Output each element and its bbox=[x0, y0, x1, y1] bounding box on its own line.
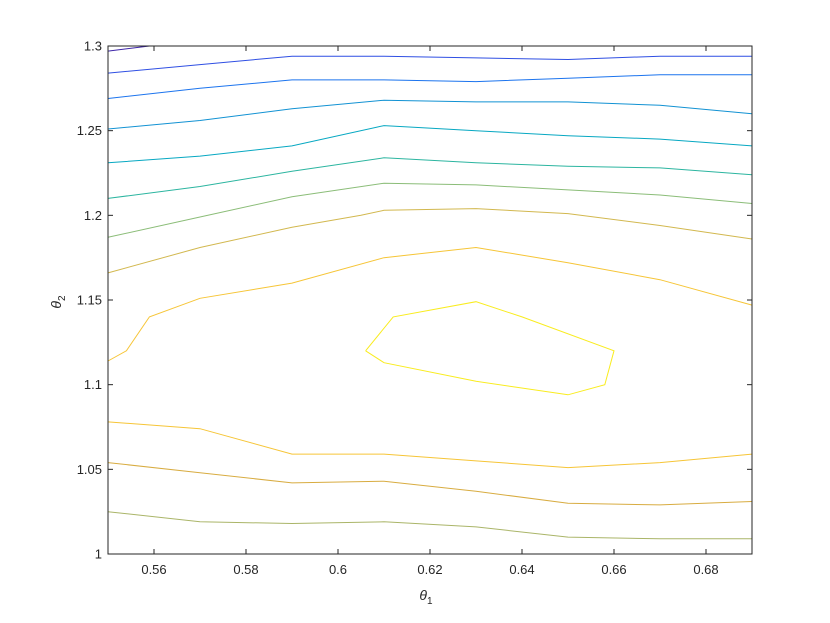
x-tick-label: 0.62 bbox=[417, 562, 442, 577]
x-tick-label: 0.6 bbox=[329, 562, 347, 577]
y-tick-label: 1.1 bbox=[84, 377, 102, 392]
y-axis-label-subscript: 2 bbox=[57, 295, 68, 301]
y-axis-label: θ2 bbox=[48, 295, 68, 309]
contour-lines bbox=[107, 45, 753, 540]
x-tick-label: 0.66 bbox=[601, 562, 626, 577]
plot-area-frame bbox=[107, 45, 753, 555]
contour-line-8 bbox=[107, 208, 753, 274]
y-tick-label: 1.15 bbox=[77, 293, 102, 308]
x-tick-label: 0.64 bbox=[509, 562, 534, 577]
contour-line-11 bbox=[107, 421, 753, 469]
x-axis-label-subscript: 1 bbox=[427, 596, 433, 607]
contour-line-9 bbox=[107, 246, 753, 362]
contour-line-1 bbox=[107, 45, 150, 52]
contour-line-6 bbox=[107, 157, 753, 199]
x-axis-label-symbol: θ bbox=[419, 587, 427, 603]
x-axis-label: θ1 bbox=[419, 587, 433, 607]
contour-line-13 bbox=[107, 511, 752, 540]
x-tick-label: 0.58 bbox=[233, 562, 258, 577]
contour-line-5 bbox=[107, 125, 753, 164]
y-tick-label: 1.3 bbox=[84, 39, 102, 54]
y-tick-label: 1.05 bbox=[77, 462, 102, 477]
y-tick-label: 1 bbox=[95, 547, 102, 562]
y-axis-ticks: 1 1.05 1.1 1.15 1.2 1.25 1.3 bbox=[77, 39, 752, 562]
contour-line-10 bbox=[365, 301, 615, 396]
y-tick-label: 1.2 bbox=[84, 208, 102, 223]
y-tick-label: 1.25 bbox=[77, 123, 102, 138]
x-tick-label: 0.56 bbox=[141, 562, 166, 577]
contour-line-12 bbox=[107, 462, 753, 506]
contour-line-7 bbox=[107, 182, 753, 238]
x-tick-label: 0.68 bbox=[693, 562, 718, 577]
contour-line-4 bbox=[107, 99, 753, 130]
y-axis-label-symbol: θ bbox=[48, 301, 64, 309]
x-axis-ticks: 0.56 0.58 0.6 0.62 0.64 0.66 0.68 bbox=[141, 46, 719, 577]
contour-line-2 bbox=[107, 55, 752, 74]
contour-line-3 bbox=[107, 74, 752, 99]
